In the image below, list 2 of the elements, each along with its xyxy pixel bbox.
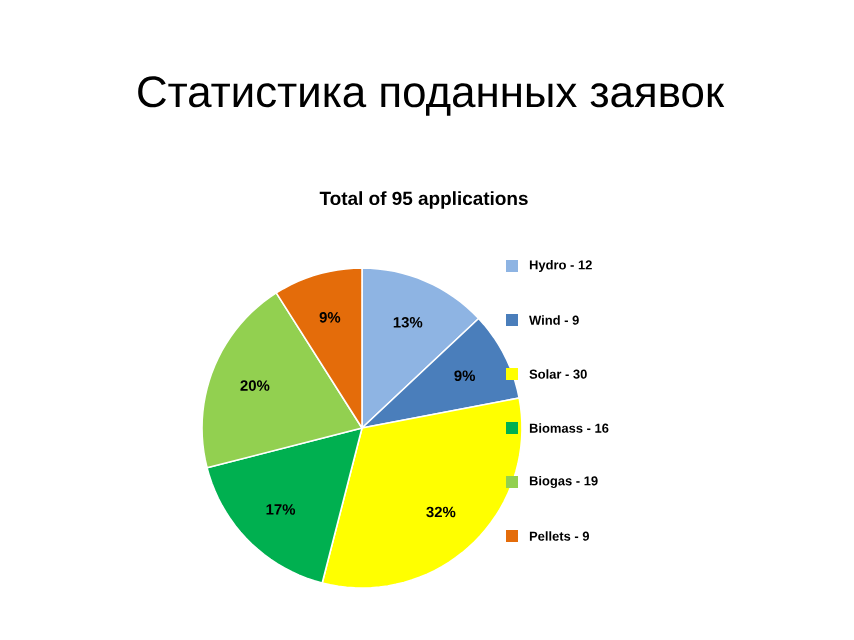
chart-subtitle: Total of 95 applications [319,191,528,209]
chart-title: Статистика поданных заявок [138,76,725,116]
